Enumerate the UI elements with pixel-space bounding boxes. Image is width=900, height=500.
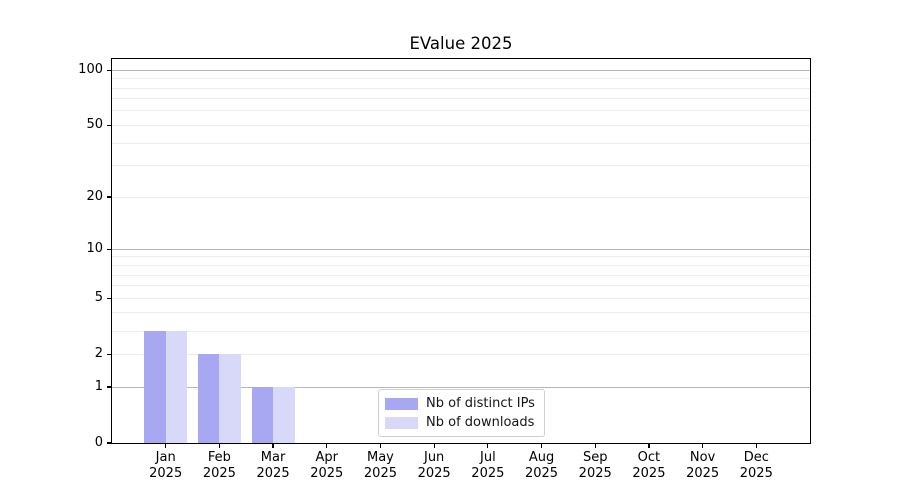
minor-gridline — [112, 165, 810, 167]
legend-entry: Nb of distinct IPs — [385, 396, 536, 412]
major-gridline — [112, 248, 810, 250]
x-tick-mark — [272, 443, 274, 448]
major-gridline — [112, 386, 810, 388]
y-tick-mark — [107, 297, 112, 299]
y-tick-label: 50 — [86, 117, 103, 133]
x-tick-label: Apr 2025 — [310, 450, 344, 482]
legend-swatch — [385, 398, 418, 410]
major-gridline — [112, 69, 810, 71]
x-tick-mark — [326, 443, 328, 448]
minor-gridline — [112, 110, 810, 112]
plot-area — [111, 58, 811, 444]
minor-gridline — [112, 98, 810, 100]
x-tick-label: Oct 2025 — [632, 450, 666, 482]
y-tick-label: 1 — [94, 379, 103, 394]
legend-swatch — [385, 417, 418, 429]
minor-gridline — [112, 274, 810, 276]
x-tick-mark — [755, 443, 757, 448]
x-tick-mark — [379, 443, 382, 448]
minor-gridline — [112, 256, 810, 258]
x-tick-mark — [540, 443, 543, 448]
y-tick-mark — [107, 248, 112, 250]
y-tick-mark — [107, 353, 112, 355]
x-tick-mark — [433, 443, 435, 448]
y-tick-label: 20 — [86, 189, 103, 205]
minor-gridline — [112, 265, 810, 266]
bar-downloads — [273, 387, 295, 443]
y-tick-mark — [107, 196, 112, 198]
legend-label: Nb of distinct IPs — [426, 396, 535, 411]
y-tick-label: 10 — [86, 241, 103, 257]
x-tick-label: May 2025 — [363, 450, 397, 482]
y-tick-mark — [107, 124, 112, 127]
legend-entry: Nb of downloads — [385, 415, 536, 431]
y-tick-label: 2 — [94, 346, 103, 362]
y-tick-mark — [107, 69, 112, 71]
legend-label: Nb of downloads — [426, 415, 535, 430]
minor-gridline — [112, 142, 810, 144]
x-tick-label: Jun 2025 — [417, 450, 451, 482]
bar-downloads — [165, 331, 188, 443]
y-tick-label: 100 — [78, 62, 103, 78]
x-tick-label: Jan 2025 — [149, 450, 183, 482]
minor-gridline — [112, 78, 810, 80]
minor-gridline — [112, 196, 810, 198]
y-tick-label: 0 — [94, 435, 103, 450]
y-tick-label: 5 — [94, 290, 103, 306]
x-tick-label: Sep 2025 — [578, 450, 612, 482]
minor-gridline — [112, 330, 810, 332]
minor-gridline — [112, 297, 810, 299]
x-tick-label: Dec 2025 — [739, 450, 773, 482]
minor-gridline — [112, 312, 810, 314]
bar-distinct-ips — [251, 387, 274, 443]
bar-distinct-ips — [197, 354, 220, 443]
bar-distinct-ips — [144, 331, 166, 443]
minor-gridline — [112, 353, 810, 355]
x-tick-mark — [487, 443, 489, 448]
x-tick-mark — [218, 443, 221, 448]
y-tick-mark — [107, 442, 112, 444]
x-tick-label: Jul 2025 — [471, 450, 505, 482]
minor-gridline — [112, 285, 810, 287]
x-tick-label: Feb 2025 — [202, 450, 236, 482]
x-tick-label: Nov 2025 — [686, 450, 720, 482]
x-tick-mark — [165, 443, 167, 448]
y-tick-mark — [107, 386, 112, 388]
bar-downloads — [219, 354, 241, 443]
x-tick-mark — [701, 443, 704, 448]
minor-gridline — [112, 87, 810, 89]
x-tick-label: Aug 2025 — [524, 450, 559, 482]
x-tick-mark — [594, 443, 596, 448]
legend: Nb of distinct IPs Nb of downloads — [378, 389, 545, 437]
minor-gridline — [112, 124, 810, 126]
x-tick-label: Mar 2025 — [256, 450, 290, 482]
x-tick-mark — [648, 443, 650, 448]
chart-title: EValue 2025 — [409, 34, 513, 53]
